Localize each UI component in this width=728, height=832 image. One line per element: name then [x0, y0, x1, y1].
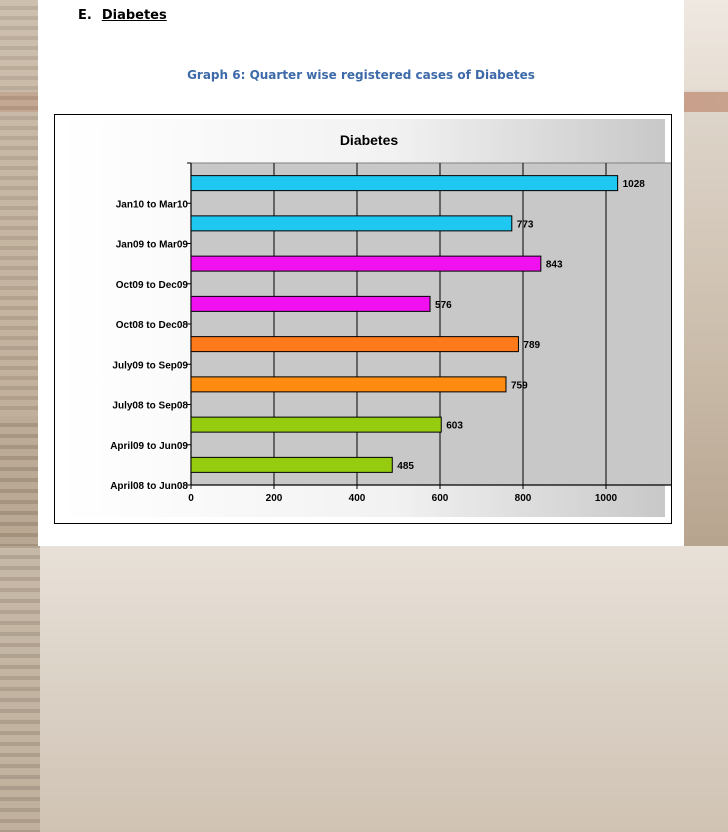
section-letter: E. — [78, 8, 92, 23]
bar — [190, 456, 393, 473]
x-tick-label: 1000 — [595, 493, 618, 504]
bar-value-label: 773 — [517, 219, 534, 230]
bar — [190, 376, 507, 393]
bar-value-label: 485 — [397, 461, 414, 472]
x-tick-label: 200 — [266, 493, 283, 504]
bar-value-label: 789 — [523, 340, 540, 351]
bar-value-label: 759 — [511, 380, 528, 391]
category-label: April08 to Jun08 — [110, 481, 188, 492]
bar-value-label: 1028 — [623, 179, 646, 190]
x-tick-label: 800 — [515, 493, 532, 504]
graph-caption: Graph 6: Quarter wise registered cases o… — [187, 68, 535, 82]
background-cityscape-right — [0, 416, 40, 832]
bar — [190, 295, 431, 312]
x-tick-label: 600 — [432, 493, 449, 504]
category-label: Oct08 to Dec08 — [116, 320, 189, 331]
x-tick-label: 400 — [349, 493, 366, 504]
bar — [190, 416, 442, 433]
category-label: Jan09 to Mar09 — [116, 240, 189, 251]
diabetes-bar-chart: Diabetes 0200400600800100012001028773843… — [59, 119, 671, 517]
chart-title: Diabetes — [340, 132, 399, 148]
category-label: Oct09 to Dec09 — [116, 280, 189, 291]
bar-value-label: 843 — [546, 260, 563, 271]
category-label: Jan10 to Mar10 — [116, 199, 189, 210]
category-label: July09 to Sep09 — [112, 360, 188, 371]
x-tick-label: 0 — [188, 493, 194, 504]
bar — [190, 215, 513, 232]
bar — [190, 255, 542, 272]
category-label: April09 to Jun09 — [110, 441, 188, 452]
section-name: Diabetes — [101, 8, 167, 23]
slide-page: E. Diabetes Graph 6: Quarter wise registe… — [38, 0, 684, 546]
bar-value-label: 576 — [435, 300, 452, 311]
background-cityscape-left — [0, 0, 38, 416]
bar-value-label: 603 — [446, 421, 463, 432]
category-label: July08 to Sep08 — [112, 401, 188, 412]
chart-frame: Diabetes 0200400600800100012001028773843… — [54, 114, 672, 524]
plot-background — [190, 162, 671, 486]
bar — [190, 175, 619, 192]
bar — [190, 336, 519, 353]
section-heading: E. Diabetes — [78, 8, 167, 23]
